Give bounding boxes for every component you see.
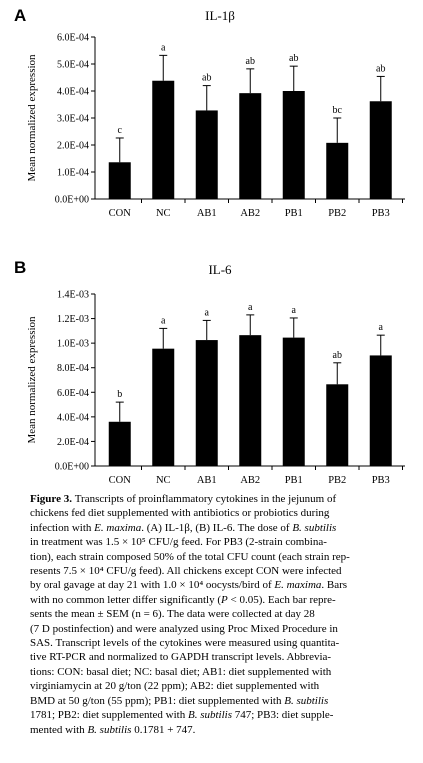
significance-letter: ab: [333, 350, 342, 361]
chart-title: IL-1β: [205, 8, 235, 23]
caption-line: by oral gavage at day 21 with 1.0 × 10⁴ …: [30, 579, 348, 592]
caption-line: BMD at 50 g/ton (55 ppm); PB1: diet supp…: [30, 694, 329, 707]
y-tick-label: 1.2E-03: [57, 314, 89, 325]
caption-line: sents the mean ± SEM (n = 6). The data w…: [30, 608, 315, 621]
bar: [152, 80, 175, 199]
bar: [195, 110, 218, 199]
bar: [239, 93, 262, 199]
caption-line: Figure 3. Transcripts of proinflammatory…: [30, 493, 337, 505]
panel-letter: A: [14, 6, 27, 25]
caption-line: tion), each strain composed 50% of the t…: [30, 550, 350, 563]
x-tick-label: PB1: [285, 475, 303, 486]
y-tick-label: 1.0E-04: [57, 168, 89, 179]
significance-letter: bc: [333, 105, 343, 116]
x-tick-label: PB1: [285, 208, 303, 219]
y-tick-label: 8.0E-04: [57, 363, 89, 374]
significance-letter: a: [248, 302, 253, 313]
y-tick-label: 0.0E+00: [55, 195, 89, 206]
x-tick-label: AB2: [240, 208, 260, 219]
y-tick-label: 6.0E-04: [57, 33, 89, 44]
x-tick-label: NC: [156, 208, 171, 219]
bar: [326, 142, 349, 199]
caption-line: tions: CON: basal diet; NC: basal diet; …: [30, 665, 332, 678]
y-axis-label: Mean normalized expression: [26, 316, 38, 444]
bar: [239, 335, 262, 466]
x-tick-label: CON: [109, 208, 132, 219]
y-tick-label: 3.0E-04: [57, 114, 89, 125]
figure-caption: Figure 3. Transcripts of proinflammatory…: [30, 492, 418, 737]
caption-line: mented with B. subtilis 0.1781 + 747.: [30, 723, 196, 736]
figure-label: Figure 3.: [30, 493, 75, 505]
significance-letter: a: [161, 42, 166, 53]
y-tick-label: 6.0E-04: [57, 388, 89, 399]
bar: [108, 421, 131, 466]
significance-letter: ab: [202, 73, 211, 84]
x-tick-label: PB2: [328, 208, 346, 219]
significance-letter: a: [205, 307, 210, 318]
significance-letter: a: [292, 305, 297, 316]
panel-letter: B: [14, 258, 27, 277]
significance-letter: ab: [376, 63, 385, 74]
y-tick-label: 4.0E-04: [57, 87, 89, 98]
chart-title: IL-6: [208, 262, 232, 277]
bar: [369, 355, 392, 466]
significance-letter: ab: [289, 53, 298, 64]
bar-chart-il6: Mean normalized expression 0.0E+00 2.0E-04…: [26, 290, 405, 486]
x-tick-label: CON: [109, 475, 132, 486]
bar: [326, 384, 349, 466]
y-tick-label: 2.0E-04: [57, 141, 89, 152]
bar: [195, 340, 218, 466]
significance-letter: ab: [246, 56, 255, 67]
caption-line: (7 D postinfection) and were analyzed us…: [30, 622, 338, 635]
x-tick-label: AB2: [240, 475, 260, 486]
chart-panel-a: A IL-1β Mean normalized expression 0.0E+0…: [0, 0, 423, 240]
chart-panel-b: B IL-6 Mean normalized expression 0.0E+00…: [0, 258, 423, 490]
x-tick-label: PB3: [372, 475, 390, 486]
y-tick-label: 5.0E-04: [57, 60, 89, 71]
caption-line: chickens fed diet supplemented with anti…: [30, 507, 330, 520]
bar: [108, 162, 131, 199]
bar: [152, 348, 175, 466]
significance-letter: b: [117, 389, 122, 400]
x-tick-label: PB3: [372, 208, 390, 219]
significance-letter: c: [118, 125, 123, 136]
caption-line: virginiamycin at 20 g/ton (22 ppm); AB2:…: [30, 680, 320, 693]
bar: [282, 337, 305, 466]
caption-line: resents 7.5 × 10⁴ CFU/g feed). All chick…: [30, 565, 342, 578]
x-tick-label: AB1: [197, 475, 217, 486]
bar-chart-il1b: Mean normalized expression 0.0E+00 1.0E-04…: [26, 33, 405, 219]
x-tick-label: PB2: [328, 475, 346, 486]
significance-letter: a: [379, 322, 384, 333]
bar: [282, 91, 305, 199]
caption-line: 1781; PB2: diet supplemented with B. sub…: [30, 709, 334, 722]
y-tick-label: 4.0E-04: [57, 412, 89, 423]
y-tick-label: 1.0E-03: [57, 339, 89, 350]
y-tick-label: 1.4E-03: [57, 290, 89, 301]
significance-letter: a: [161, 315, 166, 326]
x-tick-label: NC: [156, 475, 171, 486]
caption-line: SAS. Transcript levels of the cytokines …: [30, 637, 340, 650]
caption-line: with no common letter differ significant…: [30, 593, 336, 606]
x-tick-label: AB1: [197, 208, 217, 219]
caption-line: in treatment was 1.5 × 10⁵ CFU/g feed. F…: [30, 536, 327, 549]
bar: [369, 101, 392, 199]
y-axis-label: Mean normalized expression: [26, 54, 38, 182]
y-tick-label: 2.0E-04: [57, 437, 89, 448]
caption-line: tive RT-PCR and normalized to GAPDH tran…: [30, 651, 332, 664]
caption-line: infection with E. maxima. (A) IL-1β, (B)…: [30, 521, 337, 534]
y-tick-label: 0.0E+00: [55, 462, 89, 473]
